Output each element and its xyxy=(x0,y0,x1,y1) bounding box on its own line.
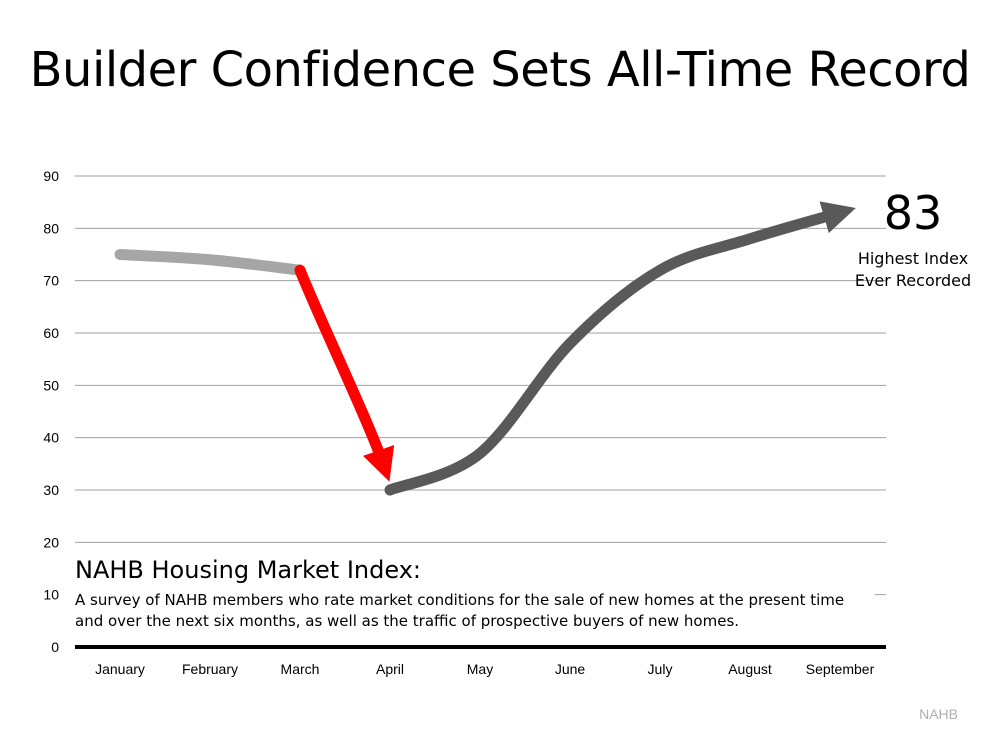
chart-title: Builder Confidence Sets All-Time Record xyxy=(29,42,971,98)
description-heading: NAHB Housing Market Index: xyxy=(75,556,421,584)
y-tick-label: 80 xyxy=(43,220,59,236)
record-caption: Highest Index Ever Recorded xyxy=(848,248,978,292)
record-caption-line1: Highest Index xyxy=(857,249,969,268)
data-point-august xyxy=(748,237,752,241)
description-body: A survey of NAHB members who rate market… xyxy=(75,591,845,630)
y-tick-label: 50 xyxy=(43,377,59,393)
data-series xyxy=(114,201,856,496)
record-caption-line2: Ever Recorded xyxy=(854,271,972,290)
x-tick-label: July xyxy=(648,661,673,677)
source-label: NAHB xyxy=(919,706,958,722)
data-point-september xyxy=(838,211,842,215)
y-tick-label: 70 xyxy=(43,273,59,289)
x-tick-label: June xyxy=(555,661,586,677)
x-tick-label: May xyxy=(467,661,493,677)
y-tick-label: 40 xyxy=(43,430,59,446)
series-line-recovery xyxy=(384,201,856,496)
data-point-march xyxy=(298,268,302,272)
data-point-february xyxy=(208,258,212,262)
y-axis-ticks: 0 10 20 30 40 50 60 70 80 90 xyxy=(43,168,59,655)
x-tick-label: January xyxy=(95,661,145,677)
y-tick-label: 20 xyxy=(43,534,59,550)
data-point-january xyxy=(118,253,122,257)
data-point-july xyxy=(658,268,662,272)
series-line-early xyxy=(114,249,306,276)
x-tick-label: April xyxy=(376,661,404,677)
data-point-april xyxy=(388,488,392,492)
x-tick-label: February xyxy=(182,661,238,677)
y-tick-label: 10 xyxy=(43,587,59,603)
x-tick-label: March xyxy=(281,661,320,677)
y-tick-label: 90 xyxy=(43,168,59,184)
y-tick-label: 60 xyxy=(43,325,59,341)
x-tick-label: August xyxy=(728,661,772,677)
index-description: NAHB Housing Market Index: A survey of N… xyxy=(75,556,875,632)
data-point-may xyxy=(478,451,482,455)
y-tick-label: 30 xyxy=(43,482,59,498)
data-point-june xyxy=(568,341,572,345)
x-tick-label: September xyxy=(806,661,875,677)
y-tick-label: 0 xyxy=(51,639,59,655)
record-value: 83 xyxy=(883,186,943,240)
x-axis-ticks: January February March April May June July Augu… xyxy=(95,661,874,677)
series-line-decline xyxy=(294,264,395,482)
